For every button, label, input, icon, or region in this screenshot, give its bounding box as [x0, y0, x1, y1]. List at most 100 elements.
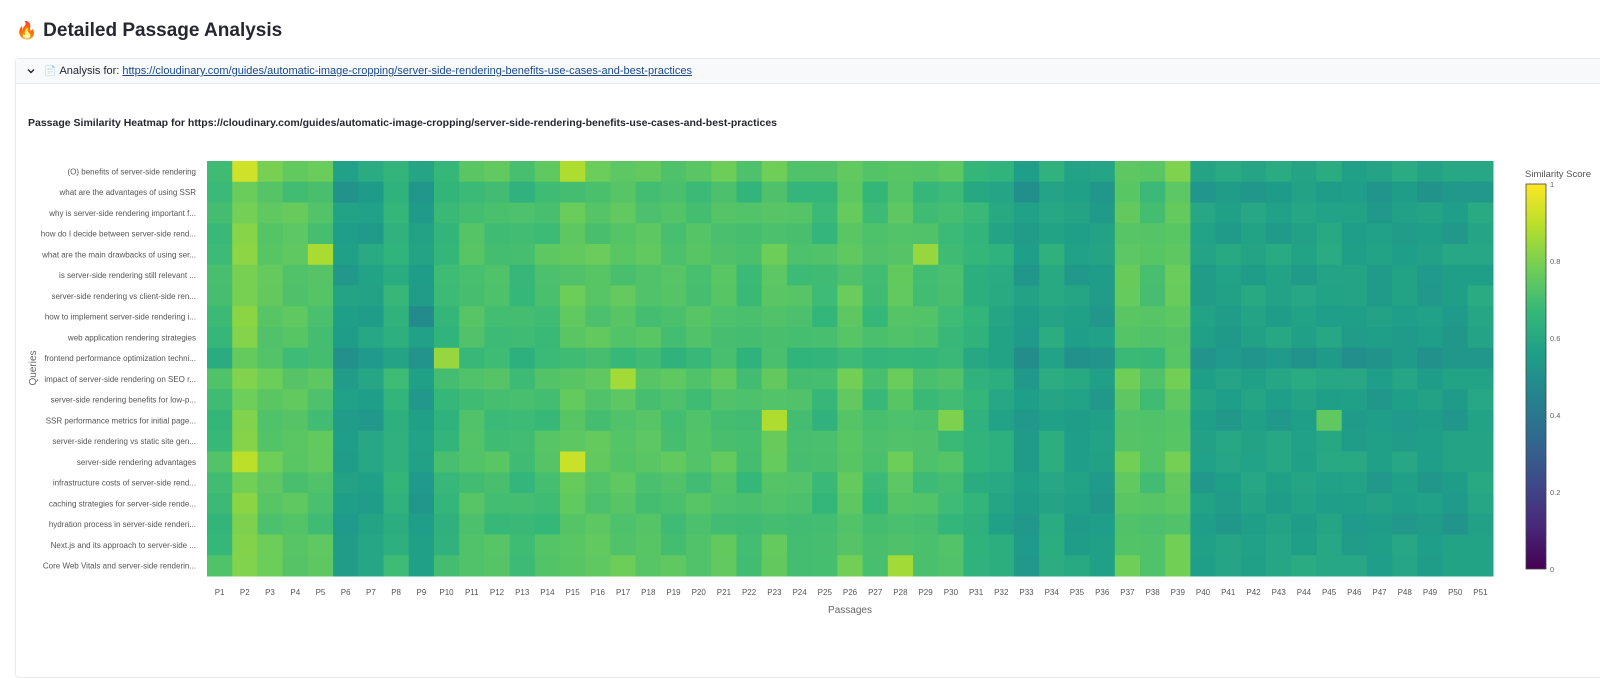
heatmap-cell: [585, 244, 611, 266]
heatmap-cell: [1215, 389, 1242, 411]
heatmap-cell: [1316, 430, 1343, 452]
heatmap-cell: [1341, 264, 1368, 286]
heatmap-cell: [963, 347, 990, 369]
passage-label: P16: [591, 588, 606, 597]
heatmap-cell: [433, 493, 460, 515]
heatmap-cell: [1266, 285, 1292, 307]
heatmap-cell: [1139, 513, 1166, 535]
heatmap-cell: [232, 202, 258, 224]
heatmap-cell: [1240, 389, 1267, 411]
passage-label: P41: [1221, 588, 1236, 597]
heatmap-cells: [207, 161, 1494, 577]
heatmap-cell: [358, 223, 385, 245]
heatmap-cell: [1341, 285, 1368, 307]
heatmap-cell: [1467, 389, 1494, 411]
heatmap-cell: [1039, 306, 1065, 328]
heatmap-cell: [1240, 161, 1267, 183]
heatmap-cell: [282, 285, 309, 307]
heatmap-cell: [1316, 472, 1343, 494]
heatmap-cell: [1291, 513, 1317, 535]
heatmap-cell: [509, 306, 536, 328]
heatmap-cell: [1114, 472, 1141, 494]
passage-label: P28: [893, 588, 908, 597]
heatmap-cell: [1316, 368, 1343, 390]
heatmap-cell: [408, 493, 435, 515]
heatmap-cell: [887, 389, 914, 411]
heatmap-cell: [358, 327, 385, 349]
heatmap-cell: [761, 389, 788, 411]
heatmap-cell: [1392, 513, 1418, 535]
heatmap-cell: [887, 493, 914, 515]
heatmap-cell: [484, 181, 511, 203]
heatmap-cell: [307, 472, 334, 494]
heatmap-cell: [1366, 161, 1393, 183]
passage-label: P44: [1297, 588, 1312, 597]
heatmap-cell: [1114, 430, 1141, 452]
heatmap-cell: [1291, 430, 1317, 452]
heatmap-cell: [1291, 472, 1317, 494]
heatmap-cell: [484, 430, 511, 452]
heatmap-cell: [660, 285, 687, 307]
heatmap-cell: [1039, 389, 1065, 411]
heatmap-cell: [1039, 223, 1065, 245]
heatmap-cell: [786, 451, 813, 473]
heatmap-cell: [257, 555, 284, 577]
heatmap-cell: [1114, 285, 1141, 307]
heatmap-cell: [1266, 347, 1292, 369]
heatmap-cell: [257, 306, 284, 328]
heatmap-cell: [660, 513, 687, 535]
heatmap-cell: [686, 472, 712, 494]
heatmap-cell: [1013, 389, 1040, 411]
heatmap-cell: [761, 264, 788, 286]
heatmap-cell: [635, 244, 662, 266]
heatmap-cell: [1165, 181, 1191, 203]
heatmap-cell: [1316, 534, 1343, 556]
heatmap-cell: [1366, 555, 1393, 577]
passage-label: P3: [265, 588, 275, 597]
heatmap-cell: [383, 389, 410, 411]
heatmap-cell: [1089, 493, 1116, 515]
heatmap-cell: [1240, 472, 1267, 494]
heatmap-cell: [938, 347, 964, 369]
heatmap-cell: [761, 410, 788, 432]
expander-header[interactable]: 📄 Analysis for: https://cloudinary.com/g…: [16, 59, 1600, 84]
heatmap-cell: [862, 472, 889, 494]
heatmap-cell: [812, 285, 838, 307]
heatmap-cell: [257, 389, 284, 411]
heatmap-cell: [1442, 264, 1469, 286]
heatmap-cell: [1291, 493, 1317, 515]
heatmap-cell: [1417, 244, 1444, 266]
heatmap-cell: [837, 430, 864, 452]
heatmap-cell: [786, 306, 813, 328]
heatmap-cell: [988, 347, 1015, 369]
heatmap-cell: [1114, 389, 1141, 411]
heatmap-cell: [358, 347, 385, 369]
heatmap-cell: [358, 285, 385, 307]
heatmap-cell: [812, 161, 838, 183]
heatmap-cell: [333, 410, 359, 432]
heatmap-cell: [1064, 244, 1091, 266]
heatmap-cell: [1190, 347, 1217, 369]
heatmap-cell: [1417, 513, 1444, 535]
heatmap-cell: [1291, 181, 1317, 203]
heatmap-cell: [1366, 451, 1393, 473]
heatmap-cell: [660, 410, 687, 432]
heatmap-cell: [736, 368, 763, 390]
heatmap-cell: [1039, 555, 1065, 577]
heatmap-cell: [938, 555, 964, 577]
heatmap-cell: [408, 389, 435, 411]
heatmap-cell: [408, 161, 435, 183]
heatmap-cell: [812, 264, 838, 286]
heatmap-cell: [988, 181, 1015, 203]
heatmap-cell: [1291, 244, 1317, 266]
heatmap-cell: [1392, 430, 1418, 452]
heatmap-cell: [1165, 368, 1191, 390]
heatmap-cell: [1467, 410, 1494, 432]
heatmap-cell: [1442, 389, 1469, 411]
analysis-url-link[interactable]: https://cloudinary.com/guides/automatic-…: [122, 65, 692, 77]
heatmap-cell: [1417, 202, 1444, 224]
heatmap-cell: [433, 306, 460, 328]
heatmap-cell: [1341, 451, 1368, 473]
heatmap-cell: [761, 327, 788, 349]
heatmap-cell: [459, 451, 485, 473]
